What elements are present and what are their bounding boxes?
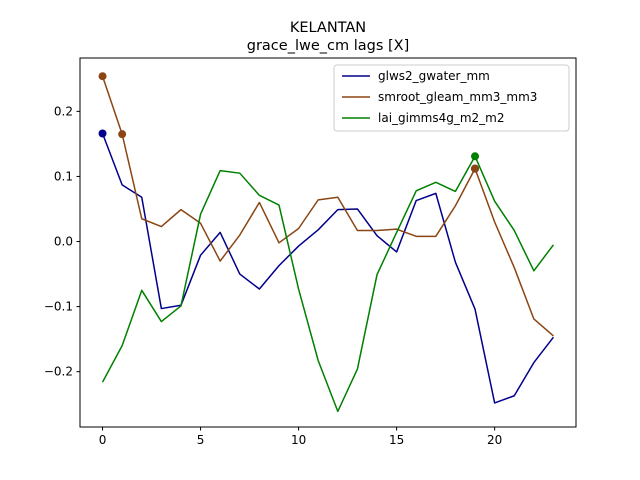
- y-tick-label: −0.2: [44, 365, 73, 379]
- y-tick-label: 0.2: [54, 104, 73, 118]
- y-tick-label: 0.0: [54, 235, 73, 249]
- y-tick-label: 0.1: [54, 169, 73, 183]
- axis-layer: 0 5 10 15 20 −0.2 −0.1 0.0 0.1 0.2: [44, 104, 502, 447]
- series-layer: [101, 75, 555, 413]
- highlight-marker-smroot_gleam_mm3_mm3: [98, 72, 107, 81]
- chart-title: KELANTAN: [290, 20, 366, 36]
- x-tick-label: 5: [197, 433, 205, 447]
- legend-box: [333, 64, 570, 132]
- marker-layer: [98, 72, 480, 173]
- highlight-marker-smroot_gleam_mm3_mm3: [471, 164, 480, 173]
- highlight-marker-lai_gimms4g_m2_m2: [471, 152, 480, 161]
- legend-label: lai_gimms4g_m2_m2: [378, 111, 505, 125]
- legend-label: glws2_gwater_mm: [378, 69, 490, 83]
- chart-subtitle: grace_lwe_cm lags [X]: [247, 38, 410, 54]
- highlight-marker-smroot_gleam_mm3_mm3: [118, 130, 127, 139]
- x-tick-label: 20: [487, 433, 502, 447]
- series-line-glws2_gwater_mm: [101, 133, 555, 404]
- plot-frame: [79, 57, 577, 428]
- x-tick-label: 0: [99, 433, 107, 447]
- series-line-lai_gimms4g_m2_m2: [101, 155, 555, 413]
- legend: glws2_gwater_mm smroot_gleam_mm3_mm3 lai_g…: [333, 64, 570, 132]
- x-tick-label: 15: [389, 433, 404, 447]
- highlight-marker-glws2_gwater_mm: [98, 129, 107, 138]
- series-line-smroot_gleam_mm3_mm3: [101, 75, 554, 337]
- y-tick-label: −0.1: [44, 300, 73, 314]
- legend-label: smroot_gleam_mm3_mm3: [378, 90, 537, 104]
- x-tick-label: 10: [291, 433, 306, 447]
